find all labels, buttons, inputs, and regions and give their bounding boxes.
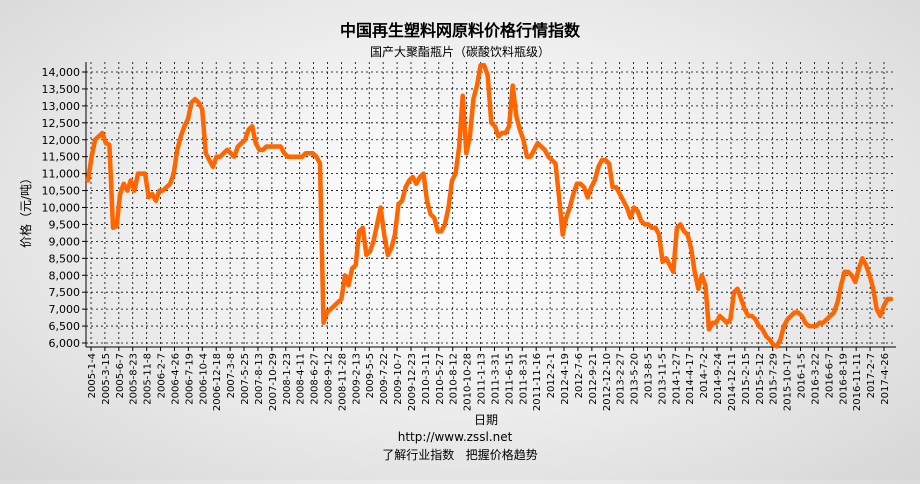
x-tick-label: 2006-10-4: [198, 353, 209, 405]
x-tick-label: 2014-12-11: [727, 353, 738, 411]
footer-slogan: 了解行业指数 把握价格趋势: [382, 447, 537, 462]
x-tick-label: 2005-8-23: [129, 353, 140, 405]
x-tick-label: 2007-8-13: [254, 353, 265, 405]
x-tick-label: 2013-5-20: [630, 353, 641, 405]
x-axis-ticks: 2005-1-4 2005-3-15 2005-6-7 2005-8-23 2005-1…: [87, 347, 891, 411]
x-tick-label: 2007-10-29: [268, 353, 279, 411]
y-axis-label: 价格（元/吨）: [18, 172, 33, 248]
x-tick-label: 2015-10-17: [783, 353, 794, 411]
x-tick-label: 2012-12-10: [602, 353, 613, 411]
x-tick-label: 2015-2-15: [741, 353, 752, 405]
footer-url[interactable]: http://www.zssl.net: [398, 430, 513, 444]
x-tick-label: 2010-10-28: [463, 353, 474, 411]
x-tick-label: 2008-1-23: [282, 353, 293, 405]
series-layer: [85, 62, 894, 349]
x-tick-label: 2016-1-5: [797, 353, 808, 398]
x-tick-label: 2005-3-15: [101, 353, 112, 405]
x-tick-label: 2006-7-19: [184, 353, 195, 405]
x-tick-label: 2011-1-13: [477, 353, 488, 405]
y-tick-label: 14,000: [42, 66, 81, 79]
x-tick-label: 2012-4-19: [560, 353, 571, 405]
x-tick-label: 2014-4-17: [685, 353, 696, 405]
x-tick-label: 2006-2-7: [157, 353, 168, 398]
x-tick-label: 2007-5-25: [240, 353, 251, 405]
x-tick-label: 2010-5-27: [435, 353, 446, 405]
chart-title: 中国再生塑料网原料价格行情指数: [340, 21, 581, 40]
x-tick-label: 2011-8-31: [518, 353, 529, 405]
x-tick-label: 2011-3-31: [490, 353, 501, 405]
x-tick-label: 2011-6-15: [504, 353, 515, 405]
x-tick-label: 2015-5-12: [755, 353, 766, 405]
x-tick-label: 2017-2-7: [866, 353, 877, 398]
y-tick-label: 12,500: [42, 117, 81, 130]
x-tick-label: 2009-10-7: [393, 353, 404, 405]
y-tick-label: 9,000: [49, 235, 81, 248]
x-tick-label: 2010-8-12: [449, 353, 460, 405]
x-tick-label: 2008-11-28: [337, 353, 348, 411]
y-tick-label: 13,500: [42, 83, 81, 96]
x-tick-label: 2010-3-11: [421, 353, 432, 405]
x-tick-label: 2009-5-5: [365, 353, 376, 398]
axes: [85, 62, 896, 348]
x-tick-label: 2008-4-11: [296, 353, 307, 405]
x-tick-label: 2013-8-5: [643, 353, 654, 398]
y-tick-label: 11,000: [42, 168, 81, 181]
y-tick-label: 8,000: [49, 269, 81, 282]
y-tick-label: 12,000: [42, 134, 81, 147]
x-tick-label: 2016-11-11: [852, 353, 863, 411]
y-tick-label: 9,500: [49, 218, 81, 231]
y-tick-label: 13,000: [42, 100, 81, 113]
x-tick-label: 2008-9-12: [324, 353, 335, 405]
x-tick-label: 2007-3-8: [226, 353, 237, 398]
x-tick-label: 2014-9-24: [713, 353, 724, 405]
x-tick-label: 2008-6-27: [310, 353, 321, 405]
x-tick-label: 2016-8-19: [838, 353, 849, 405]
chart-subtitle: 国产大聚酯瓶片（碳酸饮料瓶级）: [370, 44, 550, 59]
x-tick-label: 2012-7-6: [574, 353, 585, 398]
x-tick-label: 2015-7-29: [769, 353, 780, 405]
y-tick-label: 6,500: [49, 320, 81, 333]
y-tick-label: 11,500: [42, 151, 81, 164]
y-tick-label: 8,500: [49, 252, 81, 265]
y-tick-label: 7,500: [49, 286, 81, 299]
y-tick-label: 7,000: [49, 303, 81, 316]
x-tick-label: 2009-12-23: [407, 353, 418, 411]
y-tick-label: 10,500: [42, 185, 81, 198]
x-tick-label: 2005-6-7: [115, 353, 126, 398]
x-tick-label: 2006-4-26: [170, 353, 181, 405]
x-tick-label: 2017-4-26: [880, 353, 891, 405]
x-tick-label: 2012-9-21: [588, 353, 599, 405]
y-tick-label: 6,000: [49, 337, 81, 350]
y-tick-label: 10,000: [42, 202, 81, 215]
x-tick-label: 2009-7-22: [379, 353, 390, 405]
x-tick-label: 2005-1-4: [87, 353, 98, 398]
x-tick-label: 2013-11-5: [657, 353, 668, 405]
x-tick-label: 2006-12-18: [212, 353, 223, 411]
price-series-line: [85, 62, 894, 349]
x-tick-label: 2013-2-27: [616, 353, 627, 405]
x-axis-label: 日期: [474, 413, 498, 427]
x-tick-label: 2005-11-8: [143, 353, 154, 405]
x-tick-label: 2009-2-13: [351, 353, 362, 405]
y-axis-ticks: 6,000 6,500 7,000 7,500 8,000 8,500 9,000 9,500…: [42, 66, 86, 350]
x-tick-label: 2014-7-2: [699, 353, 710, 398]
x-tick-label: 2016-6-7: [824, 353, 835, 398]
x-tick-label: 2014-1-27: [671, 353, 682, 405]
x-tick-label: 2011-11-16: [532, 353, 543, 411]
x-tick-label: 2012-2-1: [546, 353, 557, 398]
x-tick-label: 2016-3-22: [810, 353, 821, 405]
